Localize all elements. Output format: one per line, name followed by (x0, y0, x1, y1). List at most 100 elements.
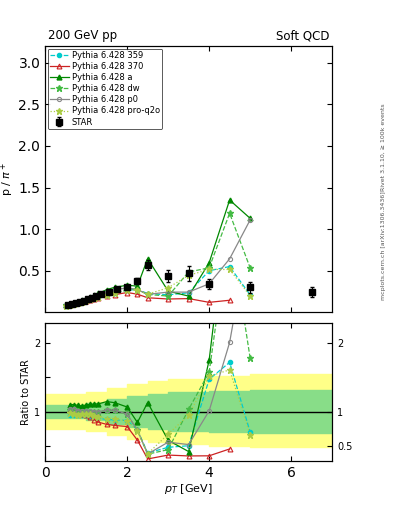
Legend: Pythia 6.428 359, Pythia 6.428 370, Pythia 6.428 a, Pythia 6.428 dw, Pythia 6.42: Pythia 6.428 359, Pythia 6.428 370, Pyth… (48, 49, 162, 129)
Pythia 6.428 a (96, 290, 101, 296)
Pythia 6.428 359 (96, 294, 101, 300)
Pythia 6.428 370 (112, 291, 117, 297)
Pythia 6.428 dw (68, 302, 72, 308)
Line: Pythia 6.428 359: Pythia 6.428 359 (64, 265, 252, 308)
Pythia 6.428 359 (186, 290, 191, 296)
Pythia 6.428 a (135, 283, 140, 289)
Pythia 6.428 370 (75, 300, 80, 306)
Pythia 6.428 p0 (112, 287, 117, 293)
Pythia 6.428 370 (80, 298, 84, 305)
Pythia 6.428 p0 (68, 302, 72, 308)
Pythia 6.428 370 (166, 296, 171, 302)
Pythia 6.428 dw (227, 210, 232, 217)
Pythia 6.428 359 (68, 302, 72, 308)
Pythia 6.428 dw (63, 303, 68, 309)
Pythia 6.428 dw (72, 301, 76, 307)
Y-axis label: p / $\pi^+$: p / $\pi^+$ (0, 162, 16, 196)
Pythia 6.428 pro-q2o (96, 293, 101, 300)
Pythia 6.428 370 (84, 297, 88, 304)
Line: Pythia 6.428 dw: Pythia 6.428 dw (62, 210, 253, 309)
Pythia 6.428 p0 (80, 298, 84, 304)
Pythia 6.428 pro-q2o (207, 266, 211, 272)
Pythia 6.428 359 (207, 268, 211, 274)
Pythia 6.428 dw (186, 269, 191, 275)
Pythia 6.428 dw (112, 287, 117, 293)
Pythia 6.428 a (80, 297, 84, 304)
Pythia 6.428 359 (112, 290, 117, 296)
Pythia 6.428 p0 (88, 295, 93, 302)
Pythia 6.428 p0 (96, 292, 101, 298)
Pythia 6.428 a (207, 260, 211, 266)
Pythia 6.428 p0 (135, 287, 140, 293)
Pythia 6.428 dw (75, 300, 80, 306)
Pythia 6.428 a (248, 215, 252, 221)
Text: 200 GeV pp: 200 GeV pp (48, 29, 117, 42)
Pythia 6.428 p0 (248, 217, 252, 223)
Pythia 6.428 a (72, 300, 76, 306)
Pythia 6.428 dw (88, 295, 93, 302)
Pythia 6.428 a (75, 298, 80, 305)
Pythia 6.428 a (104, 287, 109, 293)
Pythia 6.428 a (88, 294, 93, 300)
Pythia 6.428 pro-q2o (104, 291, 109, 297)
Pythia 6.428 370 (104, 293, 109, 300)
Pythia 6.428 dw (84, 297, 88, 303)
Pythia 6.428 pro-q2o (72, 301, 76, 307)
Pythia 6.428 dw (80, 298, 84, 305)
Line: Pythia 6.428 370: Pythia 6.428 370 (63, 290, 232, 308)
Line: Pythia 6.428 a: Pythia 6.428 a (63, 198, 253, 307)
Pythia 6.428 359 (145, 290, 150, 296)
Pythia 6.428 359 (248, 292, 252, 298)
Pythia 6.428 pro-q2o (248, 293, 252, 299)
Pythia 6.428 pro-q2o (84, 297, 88, 304)
Pythia 6.428 a (92, 292, 97, 298)
Pythia 6.428 pro-q2o (186, 272, 191, 279)
Pythia 6.428 370 (145, 295, 150, 301)
Pythia 6.428 370 (92, 296, 97, 302)
Pythia 6.428 370 (186, 295, 191, 302)
Pythia 6.428 359 (75, 300, 80, 306)
Pythia 6.428 p0 (72, 301, 76, 307)
Pythia 6.428 359 (125, 287, 130, 293)
Pythia 6.428 359 (63, 303, 68, 309)
Pythia 6.428 pro-q2o (135, 287, 140, 293)
Pythia 6.428 p0 (84, 297, 88, 303)
Pythia 6.428 359 (104, 292, 109, 298)
Pythia 6.428 a (68, 301, 72, 307)
Line: Pythia 6.428 p0: Pythia 6.428 p0 (64, 218, 252, 308)
Pythia 6.428 pro-q2o (112, 289, 117, 295)
Pythia 6.428 359 (166, 292, 171, 298)
Pythia 6.428 dw (96, 292, 101, 298)
Pythia 6.428 dw (92, 294, 97, 300)
Pythia 6.428 dw (166, 293, 171, 299)
Pythia 6.428 359 (135, 286, 140, 292)
Pythia 6.428 pro-q2o (145, 291, 150, 297)
Pythia 6.428 p0 (75, 300, 80, 306)
Pythia 6.428 370 (72, 301, 76, 307)
Pythia 6.428 dw (145, 291, 150, 297)
Pythia 6.428 pro-q2o (68, 302, 72, 308)
X-axis label: $p_T$ [GeV]: $p_T$ [GeV] (164, 482, 213, 497)
Pythia 6.428 pro-q2o (63, 303, 68, 309)
Pythia 6.428 370 (135, 291, 140, 297)
Pythia 6.428 370 (63, 303, 68, 309)
Pythia 6.428 a (112, 284, 117, 290)
Pythia 6.428 p0 (125, 285, 130, 291)
Pythia 6.428 359 (88, 296, 93, 303)
Pythia 6.428 370 (88, 296, 93, 303)
Pythia 6.428 359 (84, 297, 88, 304)
Pythia 6.428 pro-q2o (166, 285, 171, 291)
Pythia 6.428 p0 (145, 291, 150, 297)
Pythia 6.428 pro-q2o (125, 287, 130, 293)
Pythia 6.428 p0 (166, 289, 171, 295)
Pythia 6.428 a (125, 282, 130, 288)
Pythia 6.428 359 (72, 301, 76, 307)
Pythia 6.428 dw (125, 285, 130, 291)
Pythia 6.428 p0 (104, 289, 109, 295)
Y-axis label: Ratio to STAR: Ratio to STAR (21, 359, 31, 424)
Pythia 6.428 370 (68, 302, 72, 308)
Pythia 6.428 dw (207, 265, 211, 271)
Pythia 6.428 359 (227, 264, 232, 270)
Pythia 6.428 359 (80, 299, 84, 305)
Text: Soft QCD: Soft QCD (276, 29, 329, 42)
